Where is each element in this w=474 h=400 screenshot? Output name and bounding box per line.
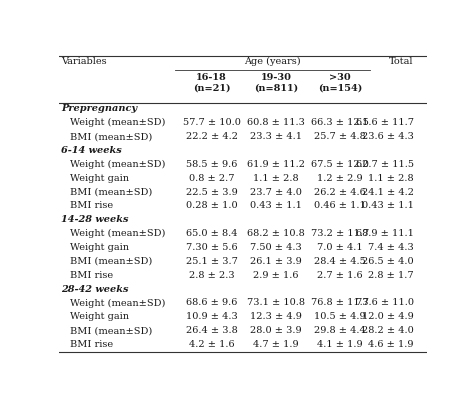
- Text: Weight gain: Weight gain: [70, 243, 129, 252]
- Text: 19-30
(n=811): 19-30 (n=811): [254, 73, 298, 93]
- Text: 25.7 ± 4.8: 25.7 ± 4.8: [314, 132, 366, 141]
- Text: 65.0 ± 8.4: 65.0 ± 8.4: [186, 229, 237, 238]
- Text: Weight gain: Weight gain: [70, 174, 129, 183]
- Text: 14-28 weeks: 14-28 weeks: [61, 215, 128, 224]
- Text: 6-14 weeks: 6-14 weeks: [61, 146, 122, 155]
- Text: 4.6 ± 1.9: 4.6 ± 1.9: [368, 340, 414, 349]
- Text: 76.8 ± 11.7: 76.8 ± 11.7: [311, 298, 369, 308]
- Text: BMI rise: BMI rise: [70, 340, 113, 349]
- Text: 26.4 ± 3.8: 26.4 ± 3.8: [186, 326, 237, 335]
- Text: 28.0 ± 3.9: 28.0 ± 3.9: [250, 326, 302, 335]
- Text: 62.7 ± 11.5: 62.7 ± 11.5: [356, 160, 414, 169]
- Text: 12.3 ± 4.9: 12.3 ± 4.9: [250, 312, 302, 321]
- Text: Weight (mean±SD): Weight (mean±SD): [70, 298, 165, 308]
- Text: 1.2 ± 2.9: 1.2 ± 2.9: [318, 174, 363, 183]
- Text: Prepregnancy: Prepregnancy: [61, 104, 137, 113]
- Text: 67.5 ± 12.0: 67.5 ± 12.0: [311, 160, 369, 169]
- Text: 1.1 ± 2.8: 1.1 ± 2.8: [253, 174, 299, 183]
- Text: 4.2 ± 1.6: 4.2 ± 1.6: [189, 340, 235, 349]
- Text: BMI (mean±SD): BMI (mean±SD): [70, 132, 153, 141]
- Text: 22.5 ± 3.9: 22.5 ± 3.9: [186, 188, 237, 196]
- Text: 73.2 ± 11.7: 73.2 ± 11.7: [311, 229, 369, 238]
- Text: 26.5 ± 4.0: 26.5 ± 4.0: [362, 257, 414, 266]
- Text: 29.8 ± 4.4: 29.8 ± 4.4: [314, 326, 366, 335]
- Text: Weight (mean±SD): Weight (mean±SD): [70, 229, 165, 238]
- Text: 7.0 ± 4.1: 7.0 ± 4.1: [318, 243, 363, 252]
- Text: 23.6 ± 4.3: 23.6 ± 4.3: [362, 132, 414, 141]
- Text: 26.1 ± 3.9: 26.1 ± 3.9: [250, 257, 302, 266]
- Text: 4.7 ± 1.9: 4.7 ± 1.9: [253, 340, 299, 349]
- Text: 23.3 ± 4.1: 23.3 ± 4.1: [250, 132, 302, 141]
- Text: 10.9 ± 4.3: 10.9 ± 4.3: [186, 312, 237, 321]
- Text: 0.8 ± 2.7: 0.8 ± 2.7: [189, 174, 235, 183]
- Text: 28-42 weeks: 28-42 weeks: [61, 284, 128, 294]
- Text: 57.7 ± 10.0: 57.7 ± 10.0: [183, 118, 241, 127]
- Text: 7.50 ± 4.3: 7.50 ± 4.3: [250, 243, 302, 252]
- Text: 24.1 ± 4.2: 24.1 ± 4.2: [362, 188, 414, 196]
- Text: Variables: Variables: [61, 57, 107, 66]
- Text: Weight gain: Weight gain: [70, 312, 129, 321]
- Text: 2.9 ± 1.6: 2.9 ± 1.6: [253, 271, 299, 280]
- Text: 68.6 ± 9.6: 68.6 ± 9.6: [186, 298, 237, 308]
- Text: 0.43 ± 1.1: 0.43 ± 1.1: [250, 201, 302, 210]
- Text: Weight (mean±SD): Weight (mean±SD): [70, 118, 165, 127]
- Text: 7.4 ± 4.3: 7.4 ± 4.3: [368, 243, 414, 252]
- Text: 2.8 ± 1.7: 2.8 ± 1.7: [368, 271, 414, 280]
- Text: 10.5 ± 4.9: 10.5 ± 4.9: [314, 312, 366, 321]
- Text: 66.3 ± 12.5: 66.3 ± 12.5: [311, 118, 369, 127]
- Text: 73.6 ± 11.0: 73.6 ± 11.0: [356, 298, 414, 308]
- Text: 25.1 ± 3.7: 25.1 ± 3.7: [186, 257, 237, 266]
- Text: 61.9 ± 11.2: 61.9 ± 11.2: [247, 160, 305, 169]
- Text: 0.46 ± 1.1: 0.46 ± 1.1: [314, 201, 366, 210]
- Text: BMI (mean±SD): BMI (mean±SD): [70, 257, 153, 266]
- Text: 58.5 ± 9.6: 58.5 ± 9.6: [186, 160, 237, 169]
- Text: 2.7 ± 1.6: 2.7 ± 1.6: [318, 271, 363, 280]
- Text: 61.6 ± 11.7: 61.6 ± 11.7: [356, 118, 414, 127]
- Text: 28.4 ± 4.5: 28.4 ± 4.5: [314, 257, 366, 266]
- Text: 4.1 ± 1.9: 4.1 ± 1.9: [318, 340, 363, 349]
- Text: 23.7 ± 4.0: 23.7 ± 4.0: [250, 188, 302, 196]
- Text: Total: Total: [389, 57, 414, 66]
- Text: 68.2 ± 10.8: 68.2 ± 10.8: [247, 229, 305, 238]
- Text: 28.2 ± 4.0: 28.2 ± 4.0: [362, 326, 414, 335]
- Text: BMI rise: BMI rise: [70, 271, 113, 280]
- Text: 16-18
(n=21): 16-18 (n=21): [193, 73, 230, 93]
- Text: 2.8 ± 2.3: 2.8 ± 2.3: [189, 271, 235, 280]
- Text: 60.8 ± 11.3: 60.8 ± 11.3: [247, 118, 305, 127]
- Text: 1.1 ± 2.8: 1.1 ± 2.8: [368, 174, 414, 183]
- Text: 7.30 ± 5.6: 7.30 ± 5.6: [186, 243, 237, 252]
- Text: 73.1 ± 10.8: 73.1 ± 10.8: [247, 298, 305, 308]
- Text: 68.9 ± 11.1: 68.9 ± 11.1: [356, 229, 414, 238]
- Text: Age (years): Age (years): [244, 57, 301, 66]
- Text: 12.0 ± 4.9: 12.0 ± 4.9: [362, 312, 414, 321]
- Text: Weight (mean±SD): Weight (mean±SD): [70, 160, 165, 169]
- Text: 0.28 ± 1.0: 0.28 ± 1.0: [186, 201, 237, 210]
- Text: BMI rise: BMI rise: [70, 201, 113, 210]
- Text: 0.43 ± 1.1: 0.43 ± 1.1: [362, 201, 414, 210]
- Text: BMI (mean±SD): BMI (mean±SD): [70, 326, 153, 335]
- Text: >30
(n=154): >30 (n=154): [318, 73, 363, 93]
- Text: 26.2 ± 4.6: 26.2 ± 4.6: [314, 188, 366, 196]
- Text: 22.2 ± 4.2: 22.2 ± 4.2: [186, 132, 237, 141]
- Text: BMI (mean±SD): BMI (mean±SD): [70, 188, 153, 196]
